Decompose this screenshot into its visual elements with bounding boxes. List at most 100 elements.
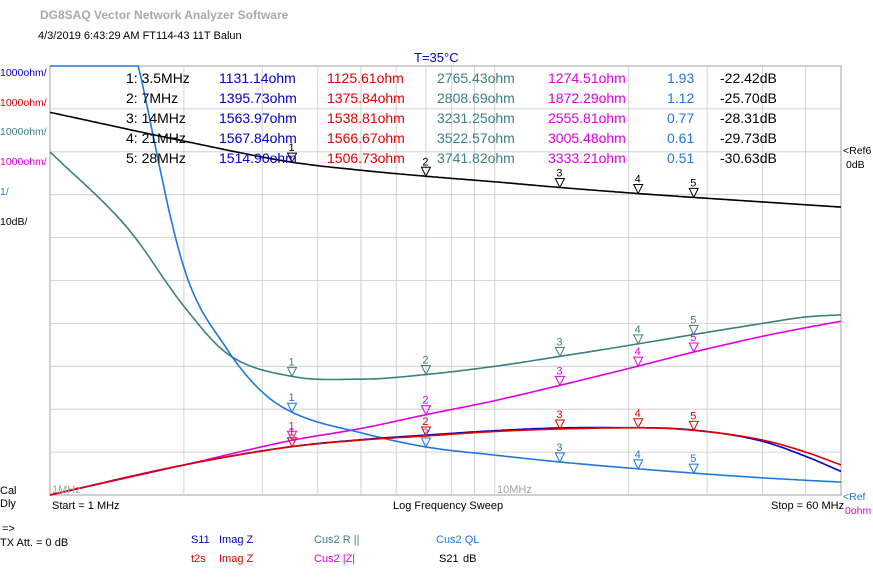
marker-number: 4 bbox=[635, 449, 641, 461]
marker-triangle[interactable] bbox=[420, 426, 432, 438]
marker-triangle[interactable] bbox=[286, 152, 298, 164]
tick-1mhz: 1MHz bbox=[52, 484, 81, 496]
marker-triangle[interactable] bbox=[688, 463, 700, 475]
marker-number: 1 bbox=[289, 427, 295, 439]
marker-number: 5 bbox=[690, 314, 696, 326]
series-line-t2s-imag-z bbox=[49, 426, 842, 496]
dly-label: Dly bbox=[0, 498, 16, 510]
marker-number: 2 bbox=[422, 354, 428, 366]
marker-triangle[interactable] bbox=[286, 430, 298, 442]
legend-s21-name[interactable]: S21 bbox=[439, 553, 459, 565]
legend-t2s-name[interactable]: t2s bbox=[191, 553, 206, 565]
marker-number: 2 bbox=[422, 427, 428, 439]
marker-triangle[interactable] bbox=[632, 184, 644, 195]
series-line-cus2-z bbox=[49, 320, 842, 496]
marker-triangle[interactable] bbox=[688, 420, 700, 432]
series-line-s11-imag-z bbox=[49, 426, 842, 496]
marker-cus2r-value: 2808.69ohm bbox=[437, 90, 515, 106]
marker-triangle[interactable] bbox=[554, 346, 566, 358]
marker-triangle[interactable] bbox=[554, 375, 566, 387]
marker-number: 3 bbox=[556, 365, 562, 377]
ref-marker-bottom[interactable]: <Ref bbox=[843, 491, 866, 503]
sweep-stop: Stop = 60 MHz bbox=[771, 500, 845, 512]
marker-triangle[interactable] bbox=[286, 402, 298, 414]
marker-ql-value: 0.61 bbox=[667, 130, 695, 146]
marker-triangle[interactable] bbox=[420, 405, 432, 416]
marker-number: 4 bbox=[635, 174, 641, 186]
marker-t2s-value: 1125.61ohm bbox=[327, 70, 404, 86]
marker-triangle[interactable] bbox=[688, 324, 700, 336]
series-line-cus2-ql bbox=[50, 65, 842, 483]
marker-label: 5: 28MHz bbox=[126, 150, 186, 166]
marker-triangle[interactable] bbox=[554, 452, 566, 464]
plot-grid bbox=[50, 66, 841, 495]
marker-triangle[interactable] bbox=[286, 366, 298, 378]
marker-triangle[interactable] bbox=[632, 418, 644, 429]
marker-ql-value: 1.12 bbox=[667, 90, 695, 106]
legend-cus2-ql[interactable]: Cus2 QL bbox=[436, 534, 480, 546]
marker-number: 1 bbox=[289, 142, 295, 154]
marker-cus2r-value: 3522.57ohm bbox=[437, 130, 515, 146]
marker-number: 5 bbox=[690, 177, 696, 189]
marker-triangle[interactable] bbox=[420, 166, 432, 178]
legend-cus2-z[interactable]: Cus2 |Z| bbox=[314, 553, 356, 565]
marker-cus2z-value: 1274.51ohm bbox=[548, 70, 626, 86]
marker-number: 4 bbox=[635, 408, 641, 420]
marker-s11-value: 1131.14ohm bbox=[219, 70, 296, 86]
ref-marker-top[interactable]: <Ref6 bbox=[843, 145, 872, 157]
scale-label-cus2-r[interactable]: 1000ohm/ bbox=[0, 126, 47, 138]
marker-s11-value: 1514.90ohm bbox=[219, 150, 297, 166]
legend-s11-format[interactable]: Imag Z bbox=[219, 534, 254, 546]
temperature-readout: T=35°C bbox=[414, 50, 459, 65]
marker-triangle[interactable] bbox=[554, 419, 566, 431]
marker-s21-value: -28.31dB bbox=[720, 110, 777, 126]
marker-s21-value: -30.63dB bbox=[720, 150, 777, 166]
scale-label-t2s[interactable]: 1000ohm/ bbox=[0, 97, 47, 109]
marker-number: 2 bbox=[422, 156, 428, 168]
marker-number: 5 bbox=[690, 453, 696, 465]
marker-cus2z-value: 2555.81ohm bbox=[548, 110, 626, 126]
legend-s11-name[interactable]: S11 bbox=[191, 534, 210, 546]
marker-cus2z-value: 3333.21ohm bbox=[548, 150, 626, 166]
scale-label-cus2-z[interactable]: 1000ohm/ bbox=[0, 156, 47, 168]
marker-triangle[interactable] bbox=[688, 342, 700, 354]
marker-number: 5 bbox=[690, 332, 696, 344]
scale-label-s21[interactable]: 10dB/ bbox=[0, 216, 28, 228]
marker-number: 1 bbox=[289, 420, 295, 432]
marker-ql-value: 0.77 bbox=[667, 110, 695, 126]
marker-t2s-value: 1506.73ohm bbox=[327, 150, 405, 166]
marker-label: 3: 14MHz bbox=[126, 110, 186, 126]
marker-triangle[interactable] bbox=[420, 364, 432, 376]
marker-triangle[interactable] bbox=[632, 334, 644, 345]
marker-number: 4 bbox=[635, 324, 641, 336]
series-layer bbox=[49, 65, 842, 496]
legend-s21-format[interactable]: dB bbox=[463, 553, 477, 565]
marker-s21-value: -29.73dB bbox=[720, 130, 777, 146]
series-line-cus2-r bbox=[49, 151, 842, 381]
marker-triangle[interactable] bbox=[632, 356, 644, 368]
marker-number: 3 bbox=[556, 167, 562, 179]
marker-triangle[interactable] bbox=[286, 437, 298, 448]
marker-cus2r-value: 3231.25ohm bbox=[437, 110, 515, 126]
marker-s11-value: 1395.73ohm bbox=[219, 90, 297, 106]
marker-cus2r-value: 3741.82ohm bbox=[437, 150, 515, 166]
marker-number: 3 bbox=[556, 336, 562, 348]
scale-label-cus2-ql[interactable]: 1/ bbox=[0, 186, 9, 198]
marker-triangle[interactable] bbox=[420, 437, 432, 449]
marker-triangle[interactable] bbox=[688, 187, 700, 199]
ref-value-bottom: 0ohm bbox=[845, 505, 872, 517]
marker-triangle[interactable] bbox=[632, 459, 644, 470]
marker-number: 1 bbox=[289, 392, 295, 404]
legend-t2s-format[interactable]: Imag Z bbox=[219, 553, 254, 565]
marker-layer: 1 2 3 4 5 1 2 3 4 5 1 2 3 4 5 1 2 3 4 5 1 2 3 4 5 bbox=[286, 142, 700, 475]
measurement-datetime: 4/3/2019 6:43:29 AM FT114-43 11T Balun bbox=[38, 30, 242, 42]
marker-number: 3 bbox=[556, 409, 562, 421]
marker-cus2z-value: 1872.29ohm bbox=[548, 90, 626, 106]
legend-cus2-r[interactable]: Cus2 R || bbox=[314, 534, 360, 546]
series-line-s21-db bbox=[49, 111, 842, 208]
marker-triangle[interactable] bbox=[554, 177, 566, 189]
marker-label: 4: 21MHz bbox=[126, 130, 186, 146]
tick-10mhz: 10MHz bbox=[497, 484, 532, 496]
scale-label-s11[interactable]: 1000ohm/ bbox=[0, 67, 47, 79]
